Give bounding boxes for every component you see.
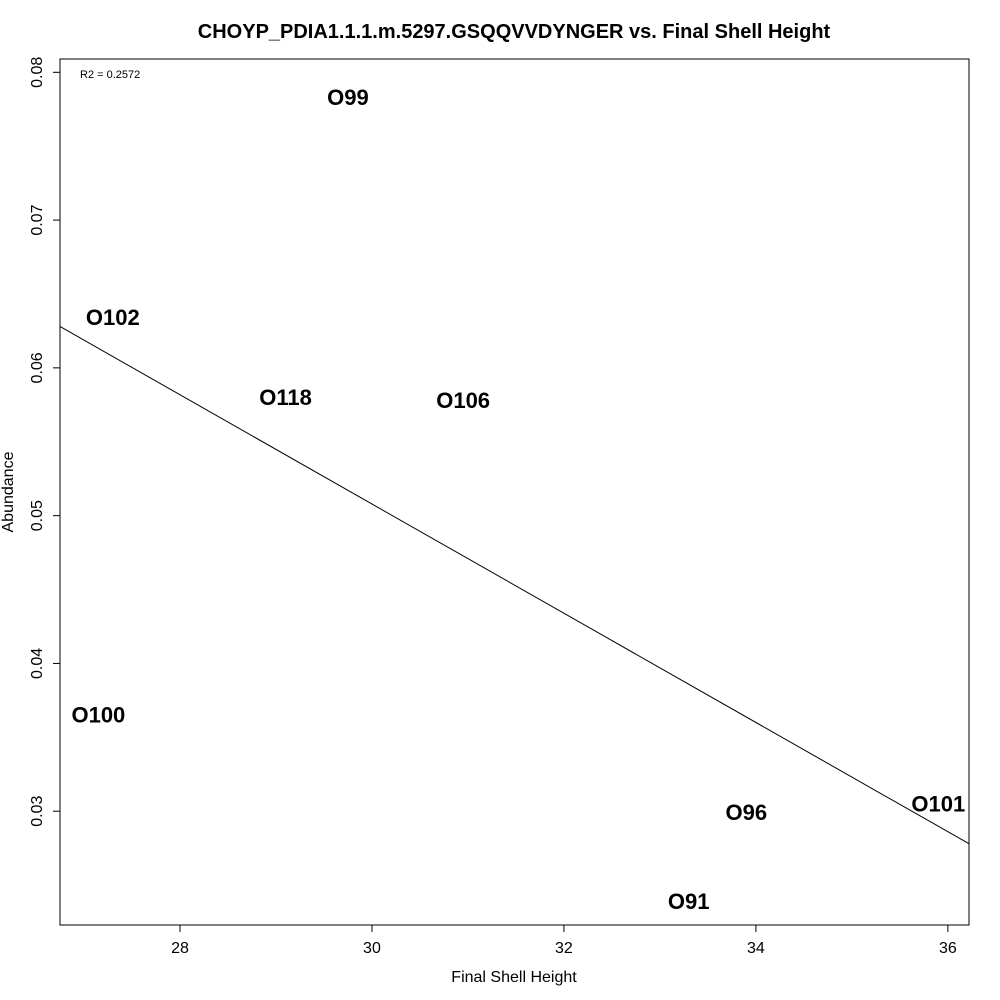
point-label: O106 [436,388,490,413]
point-label: O91 [668,889,710,914]
chart-title: CHOYP_PDIA1.1.1.m.5297.GSQQVVDYNGER vs. … [198,21,831,43]
x-tick-label: 34 [747,940,765,957]
point-label: O102 [86,305,140,330]
regression-line [59,326,970,845]
y-tick-label: 0.03 [29,796,46,827]
x-tick-label: 28 [171,940,189,957]
x-axis-title: Final Shell Height [451,969,577,986]
point-label: O118 [259,385,312,410]
x-tick-label: 36 [939,940,957,957]
y-tick-label: 0.04 [29,648,46,679]
y-axis: 0.03 0.04 0.05 0.06 0.07 0.08 [29,57,60,827]
point-label: O96 [726,800,768,825]
r2-annotation: R2 = 0.2572 [80,69,140,81]
x-tick-label: 30 [363,940,381,957]
y-tick-label: 0.06 [29,352,46,383]
x-axis: 28 30 32 34 36 [171,925,957,957]
x-tick-label: 32 [555,940,573,957]
y-tick-label: 0.07 [29,204,46,235]
point-label: O100 [71,703,125,728]
data-points: O99 O102 O118 O106 O100 O96 O101 O91 [71,85,965,914]
point-label: O99 [327,85,369,110]
y-tick-label: 0.08 [29,57,46,88]
y-tick-label: 0.05 [29,500,46,531]
point-label: O101 [911,791,965,816]
plot-frame [59,58,970,926]
y-axis-title: Abundance [0,451,17,532]
